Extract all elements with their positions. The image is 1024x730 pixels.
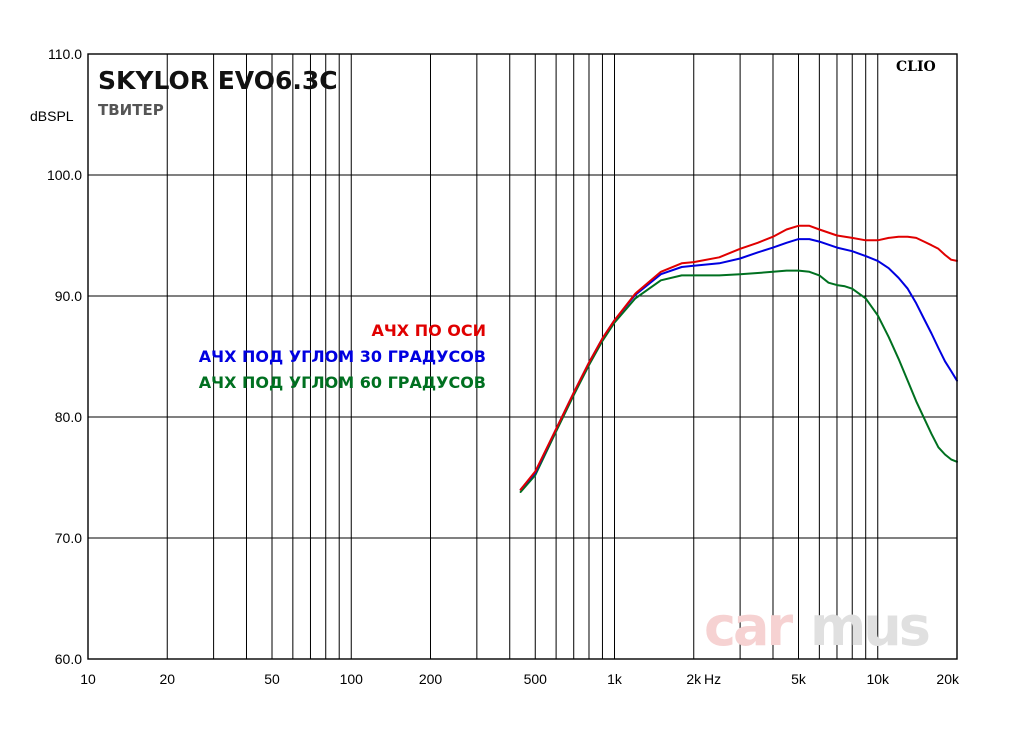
y-tick-label: 60.0	[55, 651, 82, 667]
clio-brand-tag: CLIO	[896, 59, 936, 75]
legend-entry: АЧХ ПО ОСИ	[371, 321, 486, 340]
chart-subtitle: ТВИТЕР	[98, 101, 164, 119]
y-axis-label: dBSPL	[30, 108, 74, 124]
legend: АЧХ ПО ОСИ АЧХ ПОД УГЛОМ 30 ГРАДУСОВ АЧХ П…	[199, 321, 486, 392]
watermark-car: car	[704, 595, 793, 658]
x-axis-ticks: 10 20 50 100 200 500 1k 2k 5k 10k 20k	[80, 671, 960, 687]
x-tick-label: 10	[80, 671, 96, 687]
series-line	[519, 224, 958, 491]
plot-frame	[87, 53, 958, 660]
legend-entry: АЧХ ПОД УГЛОМ 30 ГРАДУСОВ	[199, 347, 486, 366]
x-tick-label: 5k	[791, 671, 807, 687]
x-tick-label: 1k	[607, 671, 623, 687]
x-tick-label: 20k	[936, 671, 960, 687]
y-tick-label: 110.0	[48, 46, 82, 62]
series-layer	[519, 224, 958, 493]
x-tick-label: 500	[524, 671, 548, 687]
chart-title: SKYLOR EVO6.3C	[98, 66, 338, 95]
watermark-mus: mus	[810, 595, 929, 658]
series-line	[519, 269, 958, 493]
y-tick-label: 100.0	[47, 167, 82, 183]
watermark: car mus	[704, 595, 932, 658]
x-tick-label: 2k	[686, 671, 702, 687]
x-axis-unit-label: Hz	[704, 671, 721, 687]
y-tick-label: 80.0	[55, 409, 82, 425]
grid	[88, 54, 957, 659]
y-axis-ticks: 60.0 70.0 80.0 90.0 100.0 110.0	[47, 46, 82, 667]
x-tick-label: 100	[340, 671, 364, 687]
legend-entry: АЧХ ПОД УГЛОМ 60 ГРАДУСОВ	[199, 373, 486, 392]
x-tick-label: 20	[159, 671, 175, 687]
y-tick-label: 90.0	[55, 288, 82, 304]
y-tick-label: 70.0	[55, 530, 82, 546]
x-tick-label: 10k	[866, 671, 890, 687]
x-tick-label: 50	[264, 671, 280, 687]
x-tick-label: 200	[419, 671, 443, 687]
